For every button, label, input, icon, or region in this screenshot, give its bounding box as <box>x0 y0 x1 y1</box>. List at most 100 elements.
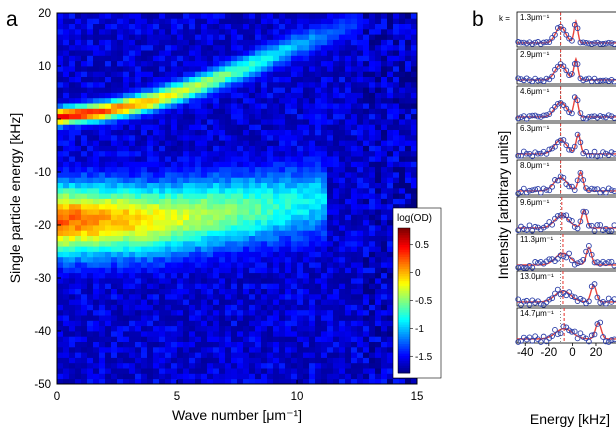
heatmap-cell <box>171 315 178 321</box>
heatmap-cell <box>159 320 166 327</box>
heatmap-cell <box>255 172 262 178</box>
heatmap-cell <box>135 39 142 46</box>
heatmap-cell <box>411 124 418 130</box>
heatmap-cell <box>291 182 298 189</box>
colorbar-swatch <box>398 286 410 289</box>
heatmap-cell <box>249 283 256 289</box>
heatmap-cell <box>279 325 286 332</box>
heatmap-cell <box>69 325 76 332</box>
heatmap-cell <box>249 140 256 146</box>
heatmap-cell <box>243 92 250 99</box>
heatmap-cell <box>363 145 370 152</box>
heatmap-cell <box>249 81 256 88</box>
heatmap-cell <box>243 182 250 189</box>
heatmap-cell <box>93 283 100 289</box>
heatmap-cell <box>69 251 76 258</box>
heatmap-cell <box>105 357 112 364</box>
heatmap-cell <box>135 262 142 268</box>
heatmap-cell <box>351 187 358 194</box>
heatmap-cell <box>207 346 214 353</box>
heatmap-cell <box>357 315 364 321</box>
heatmap-cell <box>351 13 358 19</box>
heatmap-cell <box>195 246 202 252</box>
heatmap-cell <box>225 315 232 321</box>
heatmap-cell <box>207 198 214 205</box>
heatmap-cell <box>375 325 382 332</box>
spectrum-data-point <box>515 339 522 345</box>
heatmap-cell <box>411 13 418 19</box>
heatmap-cell <box>309 76 316 83</box>
heatmap-cell <box>111 39 118 46</box>
heatmap-cell <box>93 177 100 183</box>
heatmap-cell <box>141 60 148 67</box>
heatmap-cell <box>105 166 112 173</box>
heatmap-cell <box>87 55 94 62</box>
spectrum-data-point <box>580 256 587 263</box>
heatmap-cell <box>369 267 376 274</box>
heatmap-cell <box>267 267 274 274</box>
heatmap-cell <box>135 44 142 51</box>
heatmap-cell <box>75 267 82 274</box>
heatmap-cell <box>201 119 208 125</box>
heatmap-cell <box>303 172 310 178</box>
heatmap-cell <box>129 362 136 369</box>
heatmap-cell <box>213 288 220 295</box>
heatmap-cell <box>363 256 370 263</box>
heatmap-cell <box>201 39 208 46</box>
heatmap-cell <box>87 44 94 51</box>
heatmap-cell <box>117 150 124 157</box>
heatmap-cell <box>183 267 190 274</box>
heatmap-cell <box>183 219 190 226</box>
heatmap-cell <box>219 373 226 380</box>
heatmap-cell <box>159 203 166 210</box>
heatmap-cell <box>255 50 262 56</box>
heatmap-cell <box>159 119 166 125</box>
heatmap-cell <box>189 55 196 62</box>
heatmap-cell <box>237 66 244 72</box>
heatmap-cell <box>177 262 184 268</box>
heatmap-cell <box>273 71 280 77</box>
heatmap-cell <box>141 34 148 40</box>
heatmap-cell <box>105 81 112 88</box>
heatmap-cell <box>411 203 418 210</box>
heatmap-cell <box>159 378 166 385</box>
heatmap-cell <box>225 283 232 289</box>
heatmap-cell <box>231 288 238 295</box>
heatmap-cell <box>63 134 70 141</box>
heatmap-cell <box>87 145 94 152</box>
heatmap-cell <box>63 256 70 263</box>
spectrum-data-point <box>566 146 572 153</box>
colorbar-swatch <box>398 305 410 309</box>
heatmap-cell <box>141 156 148 162</box>
heatmap-cell <box>147 50 154 56</box>
heatmap-cell <box>213 256 220 263</box>
heatmap-cell <box>309 193 316 199</box>
spectrum-data-point <box>608 40 615 46</box>
heatmap-cell <box>189 240 196 247</box>
heatmap-cell <box>213 113 220 120</box>
heatmap-cell <box>213 140 220 146</box>
heatmap-cell <box>75 341 82 348</box>
heatmap-cell <box>339 198 346 205</box>
heatmap-cell <box>69 145 76 152</box>
heatmap-cell <box>177 309 184 316</box>
heatmap-cell <box>273 34 280 40</box>
heatmap-cell <box>243 331 250 337</box>
heatmap-cell <box>159 34 166 40</box>
colorbar-swatch <box>398 324 410 328</box>
heatmap-cell <box>297 55 304 62</box>
heatmap-cell <box>225 97 232 104</box>
heatmap-cell <box>387 113 394 120</box>
heatmap-cell <box>81 18 88 24</box>
heatmap-cell <box>225 134 232 141</box>
heatmap-cell <box>411 34 418 40</box>
heatmap-cell <box>129 299 136 305</box>
colorbar-swatch <box>398 317 410 321</box>
heatmap-cell <box>363 246 370 252</box>
heatmap-cell <box>249 172 256 178</box>
heatmap-cell <box>351 150 358 157</box>
heatmap-cell <box>171 55 178 62</box>
heatmap-cell <box>273 103 280 109</box>
heatmap-cell <box>411 60 418 67</box>
heatmap-cell <box>135 325 142 332</box>
